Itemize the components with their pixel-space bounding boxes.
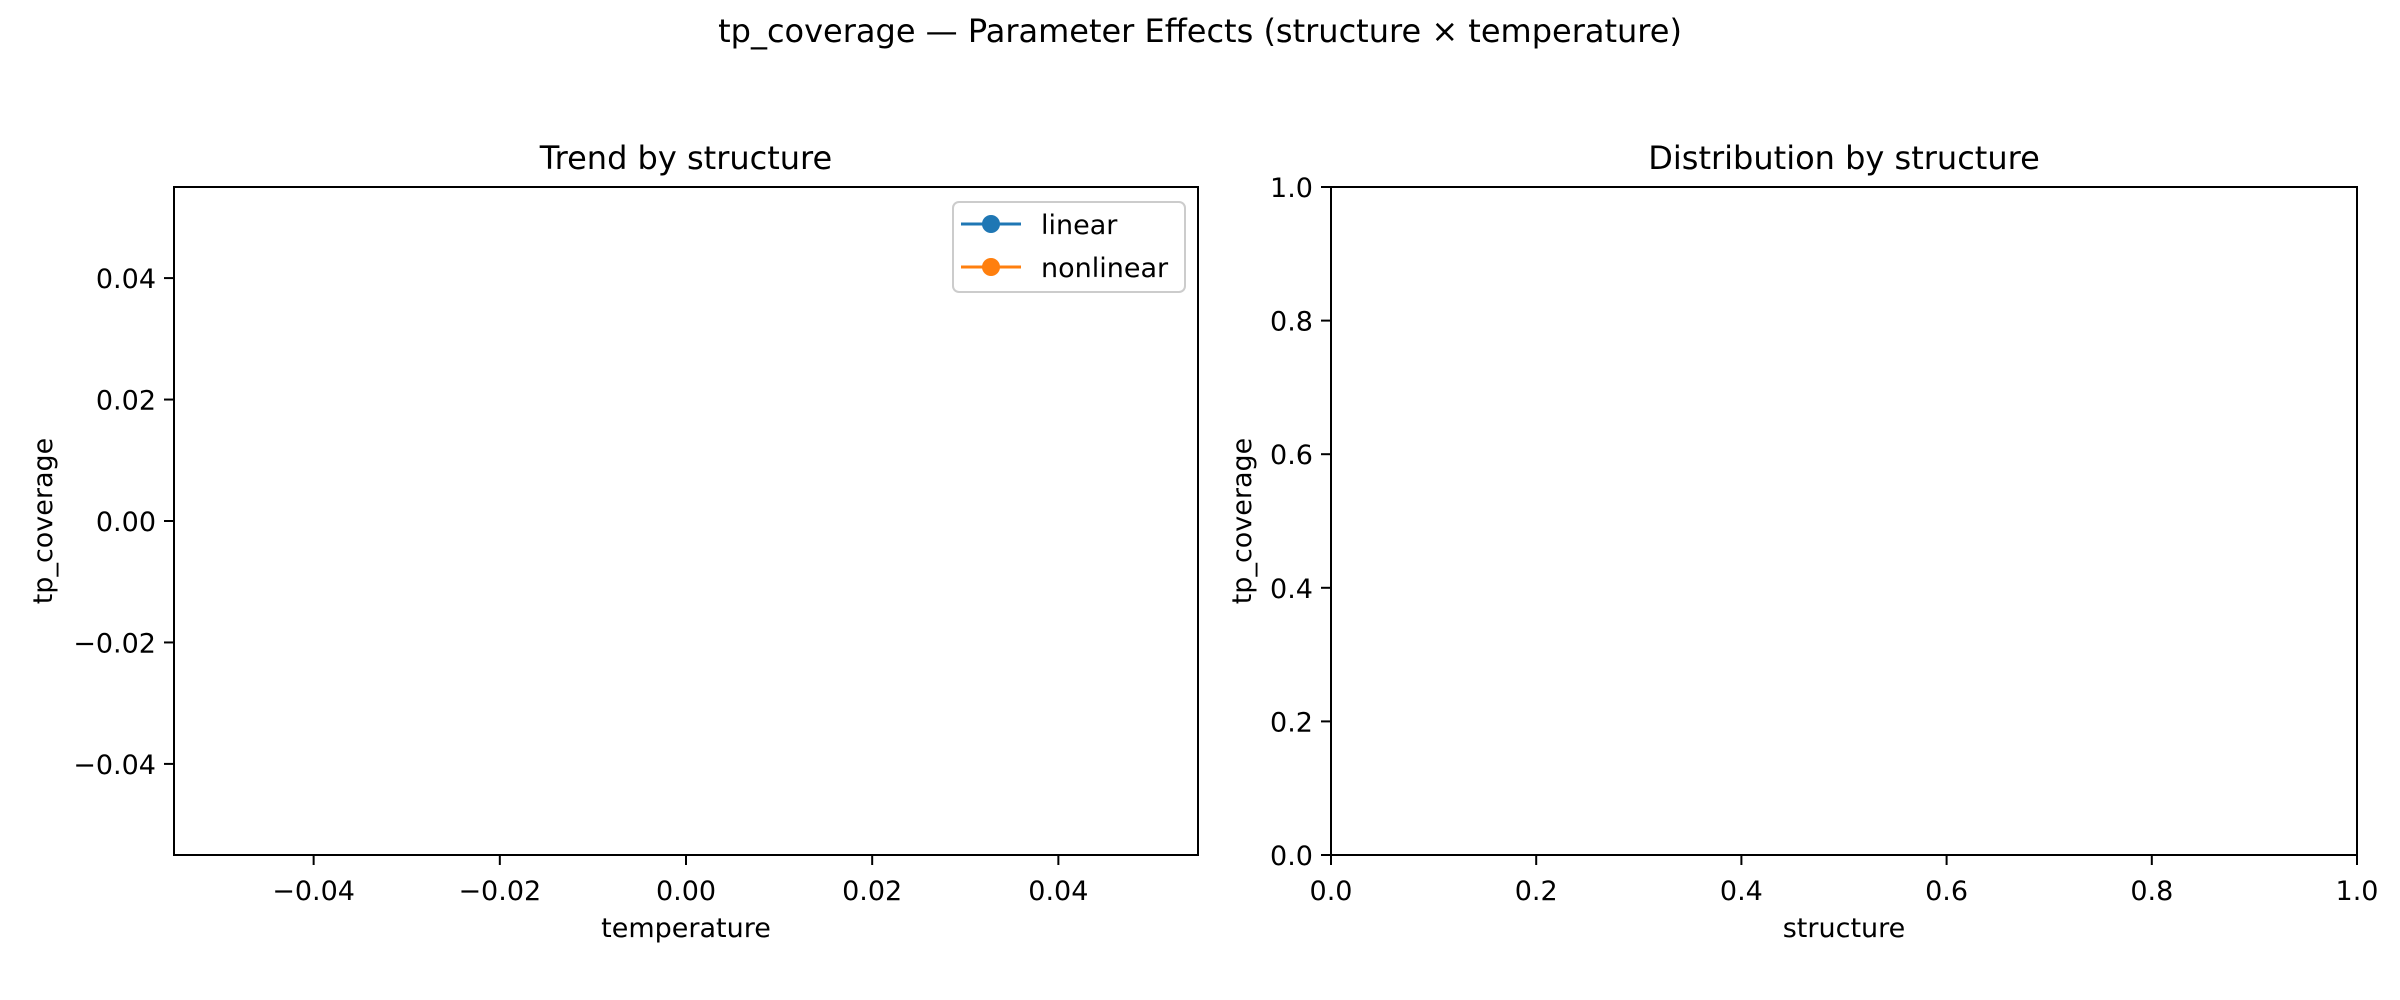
y-tick-label: 0.0 (1270, 841, 1313, 872)
y-tick-label: 0.2 (1270, 707, 1313, 738)
legend-label-linear: linear (1041, 210, 1118, 241)
trend-title: Trend by structure (539, 139, 832, 177)
y-tick-label: 0.04 (96, 264, 156, 295)
trend-panel: Trend by structure −0.04 −0.02 0.00 0.02 0.0… (28, 139, 1199, 944)
y-tick-label: 0.02 (96, 386, 156, 417)
x-tick-label: 0.2 (1515, 876, 1558, 907)
x-tick-label: 0.6 (1925, 876, 1968, 907)
y-tick-label: −0.04 (73, 750, 156, 781)
y-tick-label: −0.02 (73, 628, 156, 659)
trend-x-axis-label: temperature (601, 913, 771, 944)
x-tick-label: 0.00 (656, 876, 716, 907)
legend-label-nonlinear: nonlinear (1041, 253, 1169, 284)
distribution-title: Distribution by structure (1648, 139, 2040, 177)
legend-marker-nonlinear (982, 258, 1000, 276)
distribution-panel: Distribution by structure 0.0 0.2 0.4 0.6 0.… (1227, 139, 2378, 944)
trend-y-axis-label: tp_coverage (28, 438, 59, 605)
distribution-x-axis-label: structure (1783, 913, 1906, 944)
distribution-y-axis-label: tp_coverage (1227, 438, 1258, 605)
y-tick-label: 0.8 (1270, 307, 1313, 338)
x-tick-label: 0.0 (1310, 876, 1353, 907)
y-tick-label: 0.6 (1270, 440, 1313, 471)
legend-marker-linear (982, 215, 1000, 233)
y-tick-label: 0.4 (1270, 574, 1313, 605)
y-tick-label: 1.0 (1270, 173, 1313, 204)
x-tick-label: 1.0 (2336, 876, 2379, 907)
distribution-plot-area (1330, 186, 2358, 856)
x-tick-label: 0.04 (1028, 876, 1088, 907)
distribution-x-ticks: 0.0 0.2 0.4 0.6 0.8 1.0 (1310, 855, 2379, 907)
figure-title: tp_coverage — Parameter Effects (structu… (718, 12, 1682, 50)
x-tick-label: 0.4 (1720, 876, 1763, 907)
distribution-y-ticks: 0.0 0.2 0.4 0.6 0.8 1.0 (1270, 173, 1331, 872)
x-tick-label: −0.04 (272, 876, 355, 907)
trend-legend: linear nonlinear (952, 201, 1186, 293)
y-tick-label: 0.00 (96, 507, 156, 538)
x-tick-label: −0.02 (458, 876, 541, 907)
x-tick-label: 0.8 (2130, 876, 2173, 907)
trend-y-ticks: −0.04 −0.02 0.00 0.02 0.04 (73, 264, 174, 781)
x-tick-label: 0.02 (842, 876, 902, 907)
trend-x-ticks: −0.04 −0.02 0.00 0.02 0.04 (272, 855, 1088, 907)
